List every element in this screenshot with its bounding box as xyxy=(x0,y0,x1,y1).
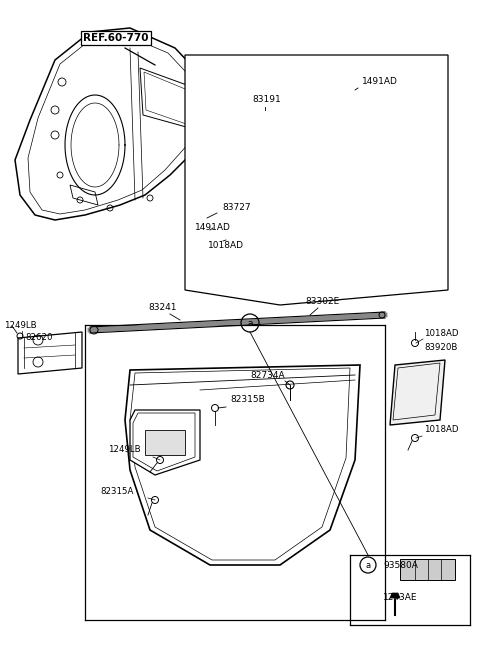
Polygon shape xyxy=(390,593,400,598)
Polygon shape xyxy=(145,430,185,455)
Text: a: a xyxy=(365,561,371,569)
Text: 83727: 83727 xyxy=(222,202,251,212)
Text: 82315A: 82315A xyxy=(100,487,133,496)
Polygon shape xyxy=(18,332,82,374)
Polygon shape xyxy=(400,559,455,580)
Polygon shape xyxy=(390,360,445,425)
Text: 1018AD: 1018AD xyxy=(424,426,458,434)
Text: 1018AD: 1018AD xyxy=(208,240,244,250)
Text: 82620: 82620 xyxy=(25,333,52,341)
Text: 93580A: 93580A xyxy=(383,561,418,569)
Text: 1491AD: 1491AD xyxy=(362,77,398,86)
Polygon shape xyxy=(125,365,360,565)
Text: 82315B: 82315B xyxy=(230,396,265,405)
Circle shape xyxy=(263,102,267,107)
Polygon shape xyxy=(185,55,448,305)
Text: 83241: 83241 xyxy=(148,303,177,312)
Text: 1243AE: 1243AE xyxy=(383,593,418,603)
Text: 1018AD: 1018AD xyxy=(424,329,458,337)
Text: 83302E: 83302E xyxy=(305,297,339,307)
Text: REF.60-770: REF.60-770 xyxy=(83,33,148,43)
Text: 82734A: 82734A xyxy=(250,371,285,379)
Polygon shape xyxy=(15,28,215,220)
Text: 83191: 83191 xyxy=(252,96,281,105)
Text: 1491AD: 1491AD xyxy=(195,223,231,233)
Text: 1249LB: 1249LB xyxy=(4,320,36,329)
Text: 83920B: 83920B xyxy=(424,343,457,352)
Text: 1249LB: 1249LB xyxy=(108,445,141,455)
Text: a: a xyxy=(247,318,253,328)
Polygon shape xyxy=(130,410,200,475)
